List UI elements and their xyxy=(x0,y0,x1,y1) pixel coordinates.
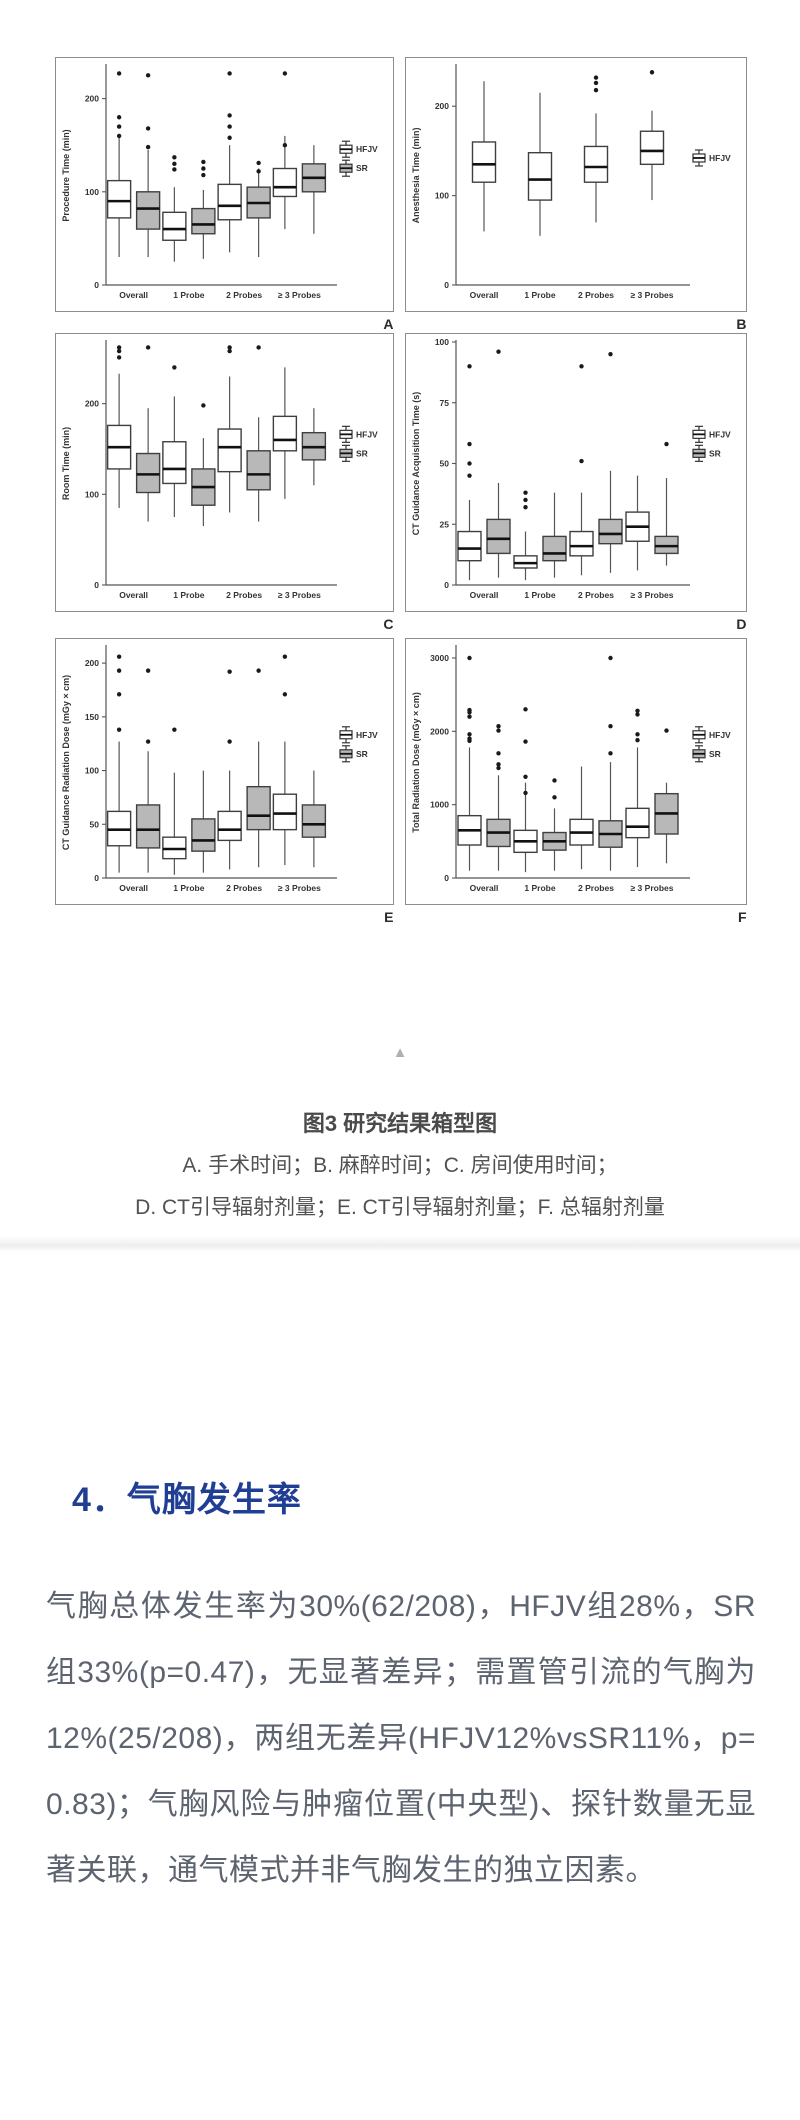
section-heading-pneumothorax-rate: 4．气胸发生率 xyxy=(72,1481,302,1519)
svg-text:SR: SR xyxy=(356,749,368,759)
svg-text:2 Probes: 2 Probes xyxy=(226,590,262,600)
svg-text:≥ 3 Probes: ≥ 3 Probes xyxy=(278,290,321,300)
svg-text:Room Time (min): Room Time (min) xyxy=(61,427,71,500)
figure-caption-title: 图3 研究结果箱型图 xyxy=(302,1111,498,1136)
svg-text:≥ 3 Probes: ≥ 3 Probes xyxy=(278,590,321,600)
svg-text:200: 200 xyxy=(435,101,449,111)
panel-letter-e: E xyxy=(384,909,394,925)
panel-letter-f: F xyxy=(737,909,747,925)
pneumothorax-paragraph: 气胸总体发生率为30%(62/208)，HFJV组28%，SR组33%(p=0.… xyxy=(46,1590,756,1887)
svg-text:2 Probes: 2 Probes xyxy=(578,290,614,300)
svg-text:Overall: Overall xyxy=(470,290,499,300)
boxplot-chart-b: 0 100 200 Anesthesia Time (min) Overall 1 Pro… xyxy=(411,64,731,300)
svg-text:HFJV: HFJV xyxy=(356,730,378,740)
svg-text:Total Radiation Dose (mGy × cm: Total Radiation Dose (mGy × cm) xyxy=(411,692,421,833)
svg-text:2 Probes: 2 Probes xyxy=(578,883,614,893)
svg-text:1 Probe: 1 Probe xyxy=(524,290,555,300)
figure-caption-line-abc: A. 手术时间；B. 麻醉时间；C. 房间使用时间； xyxy=(182,1154,618,1177)
svg-text:100: 100 xyxy=(85,766,99,776)
svg-text:50: 50 xyxy=(440,459,450,469)
svg-text:CT Guidance Radiation Dose (mG: CT Guidance Radiation Dose (mGy × cm) xyxy=(61,675,71,850)
svg-text:1 Probe: 1 Probe xyxy=(524,883,555,893)
svg-text:100: 100 xyxy=(85,489,99,499)
svg-text:1000: 1000 xyxy=(430,800,449,810)
svg-text:1 Probe: 1 Probe xyxy=(173,590,204,600)
svg-text:≥ 3 Probes: ≥ 3 Probes xyxy=(631,883,674,893)
svg-text:SR: SR xyxy=(356,448,368,458)
svg-text:0: 0 xyxy=(94,873,99,883)
figure-caption-line-def: D. CT引导辐射剂量；E. CT引导辐射剂量；F. 总辐射剂量 xyxy=(135,1196,665,1219)
panel-letter-b: B xyxy=(736,316,747,332)
svg-text:Overall: Overall xyxy=(470,590,499,600)
svg-text:≥ 3 Probes: ≥ 3 Probes xyxy=(631,590,674,600)
collapse-arrow-icon[interactable]: ▲ xyxy=(392,1044,408,1061)
boxplot-panel-anesthesia-time: 0 100 200 Anesthesia Time (min) Overall 1 Pro… xyxy=(405,57,747,332)
svg-text:25: 25 xyxy=(440,519,450,529)
svg-text:0: 0 xyxy=(444,873,449,883)
svg-text:0: 0 xyxy=(94,580,99,590)
svg-text:3000: 3000 xyxy=(430,653,449,663)
boxplot-chart-e: 0 50 100 150 200 CT Guidance Radiation Dose (… xyxy=(61,645,378,893)
figure-caption: 图3 研究结果箱型图 A. 手术时间；B. 麻醉时间；C. 房间使用时间； D.… xyxy=(0,1106,800,1233)
svg-text:SR: SR xyxy=(709,448,721,458)
svg-text:HFJV: HFJV xyxy=(709,730,731,740)
svg-text:SR: SR xyxy=(709,749,721,759)
svg-text:50: 50 xyxy=(90,819,100,829)
svg-text:Procedure Time (min): Procedure Time (min) xyxy=(61,129,71,221)
svg-text:2000: 2000 xyxy=(430,726,449,736)
panel-letter-d: D xyxy=(736,616,747,632)
svg-text:2 Probes: 2 Probes xyxy=(226,883,262,893)
boxplot-chart-d: 0 25 50 75 100 CT Guidance Acquisition Time (… xyxy=(411,337,731,600)
svg-text:0: 0 xyxy=(94,280,99,290)
boxplot-chart-f: 0 1000 2000 3000 Total Radiation Dose (mGy ×… xyxy=(411,645,731,893)
svg-text:1 Probe: 1 Probe xyxy=(524,590,555,600)
svg-text:1 Probe: 1 Probe xyxy=(173,883,204,893)
svg-text:2 Probes: 2 Probes xyxy=(578,590,614,600)
svg-text:0: 0 xyxy=(444,580,449,590)
svg-text:Anesthesia Time (min): Anesthesia Time (min) xyxy=(411,128,421,224)
panel-letter-a: A xyxy=(383,316,394,332)
svg-text:HFJV: HFJV xyxy=(356,429,378,439)
boxplot-panel-ct-radiation-dose: 0 50 100 150 200 CT Guidance Radiation Dose (… xyxy=(55,638,394,925)
svg-text:75: 75 xyxy=(440,398,450,408)
svg-text:200: 200 xyxy=(85,658,99,668)
panel-letter-c: C xyxy=(383,616,394,632)
svg-text:100: 100 xyxy=(435,191,449,201)
svg-text:CT Guidance Acquisition Time (: CT Guidance Acquisition Time (s) xyxy=(411,392,421,536)
boxplot-panel-procedure-time: 0 100 200 Procedure Time (min) Overall 1 Prob… xyxy=(55,57,394,332)
svg-text:HFJV: HFJV xyxy=(356,144,378,154)
boxplot-panel-ct-acquisition-time: 0 25 50 75 100 CT Guidance Acquisition Time (… xyxy=(405,333,747,632)
card-bottom-shadow xyxy=(0,1236,800,1252)
svg-text:Overall: Overall xyxy=(119,590,148,600)
svg-text:HFJV: HFJV xyxy=(709,153,731,163)
boxplot-chart-a: 0 100 200 Procedure Time (min) Overall 1 Prob… xyxy=(61,64,378,300)
svg-text:100: 100 xyxy=(85,187,99,197)
svg-text:200: 200 xyxy=(85,399,99,409)
svg-text:1 Probe: 1 Probe xyxy=(173,290,204,300)
boxplot-chart-c: 0 100 200 Room Time (min) Overall 1 Probe 2 Pr… xyxy=(61,340,378,600)
boxplot-panel-total-radiation-dose: 0 1000 2000 3000 Total Radiation Dose (mGy ×… xyxy=(405,638,747,925)
boxplot-panel-room-time: 0 100 200 Room Time (min) Overall 1 Probe 2 Pr… xyxy=(55,333,394,632)
svg-text:150: 150 xyxy=(85,712,99,722)
svg-text:≥ 3 Probes: ≥ 3 Probes xyxy=(278,883,321,893)
svg-text:HFJV: HFJV xyxy=(709,429,731,439)
svg-text:2 Probes: 2 Probes xyxy=(226,290,262,300)
svg-text:SR: SR xyxy=(356,163,368,173)
svg-text:200: 200 xyxy=(85,94,99,104)
svg-text:Overall: Overall xyxy=(119,290,148,300)
svg-text:0: 0 xyxy=(444,280,449,290)
svg-text:Overall: Overall xyxy=(470,883,499,893)
svg-text:Overall: Overall xyxy=(119,883,148,893)
svg-text:100: 100 xyxy=(435,337,449,347)
svg-text:≥ 3 Probes: ≥ 3 Probes xyxy=(631,290,674,300)
